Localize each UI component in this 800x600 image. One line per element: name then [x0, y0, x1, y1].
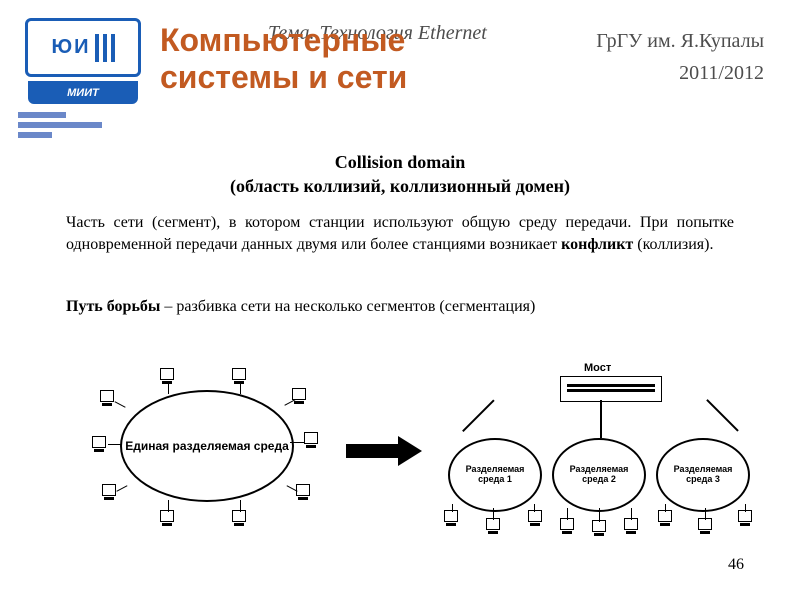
seg3-l1: Разделяемая [674, 464, 733, 474]
bridge-icon [560, 376, 662, 402]
shared-medium-label: Единая разделяемая среда [125, 439, 289, 453]
segment-ellipse-1: Разделяемаясреда 1 [448, 438, 542, 512]
institute-logo: ЮИ МИИТ [28, 18, 138, 104]
pc-icon [90, 436, 108, 452]
pc-icon [100, 484, 118, 500]
pc-icon [622, 518, 640, 534]
paragraph-2: Путь борьбы – разбивка сети на несколько… [66, 296, 734, 318]
pc-icon [302, 432, 320, 448]
arrow-icon [346, 436, 422, 466]
pc-icon [442, 510, 460, 526]
pc-icon [230, 368, 248, 384]
shared-medium-ellipse: Единая разделяемая среда [120, 390, 294, 502]
page-number: 46 [728, 556, 744, 574]
academic-year: 2011/2012 [679, 62, 764, 85]
segment-ellipse-2: Разделяемаясреда 2 [552, 438, 646, 512]
para2-rest: – разбивка сети на несколько сегментов (… [160, 298, 535, 315]
logo-top: ЮИ [25, 18, 141, 77]
seg1-l2: среда 1 [478, 474, 512, 484]
section-heading-ru: (область коллизий, коллизионный домен) [0, 176, 800, 197]
pc-icon [590, 520, 608, 536]
pc-icon [736, 510, 754, 526]
seg3-l2: среда 3 [686, 474, 720, 484]
pc-icon [558, 518, 576, 534]
decorative-bars [18, 112, 102, 138]
para1-post: (коллизия). [633, 236, 713, 253]
pc-icon [230, 510, 248, 526]
para2-bold: Путь борьбы [66, 298, 160, 315]
para1-bold: конфликт [561, 236, 633, 253]
pc-icon [696, 518, 714, 534]
pc-icon [526, 510, 544, 526]
pc-icon [656, 510, 674, 526]
university-name: ГрГУ им. Я.Купалы [596, 30, 764, 53]
logo-text-bottom: МИИТ [28, 81, 138, 104]
logo-text-top: ЮИ [52, 36, 91, 59]
paragraph-1: Часть сети (сегмент), в котором станции … [66, 212, 734, 255]
seg2-l2: среда 2 [582, 474, 616, 484]
pc-icon [484, 518, 502, 534]
section-heading-en: Collision domain [0, 152, 800, 173]
slide-title: Компьютерные системы и сети [160, 22, 540, 96]
pc-icon [158, 510, 176, 526]
segment-ellipse-3: Разделяемаясреда 3 [656, 438, 750, 512]
slide: ЮИ МИИТ Тема. Технология Ethernet Компью… [0, 0, 800, 600]
seg2-l1: Разделяемая [570, 464, 629, 474]
seg1-l1: Разделяемая [466, 464, 525, 474]
network-diagram: Единая разделяемая среда Мост [90, 360, 740, 540]
pc-icon [98, 390, 116, 406]
pc-icon [158, 368, 176, 384]
bridge-label: Мост [584, 362, 611, 374]
